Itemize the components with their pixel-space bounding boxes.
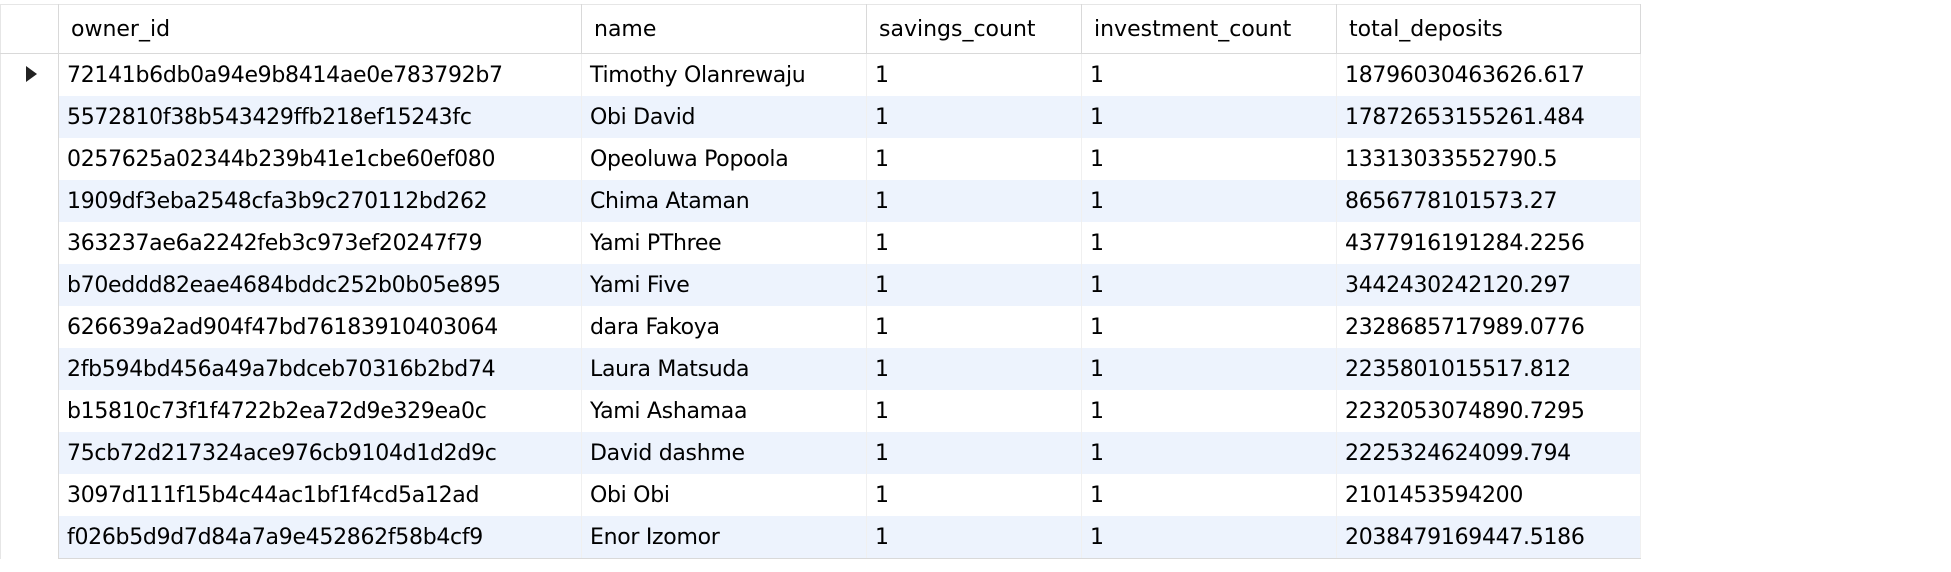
name-cell[interactable]: Timothy Olanrewaju — [581, 53, 867, 96]
investment-count-cell[interactable]: 1 — [1081, 53, 1337, 96]
name-cell[interactable]: Obi David — [581, 96, 867, 138]
table-row[interactable]: 1909df3eba2548cfa3b9c270112bd262 Chima At… — [0, 180, 1641, 222]
name-cell[interactable]: dara Fakoya — [581, 306, 867, 348]
investment-count-cell[interactable]: 1 — [1081, 474, 1337, 516]
owner-id-cell[interactable]: 363237ae6a2242feb3c973ef20247f79 — [58, 222, 582, 264]
name-cell[interactable]: Yami PThree — [581, 222, 867, 264]
row-header[interactable] — [0, 390, 59, 432]
table-row[interactable]: 2fb594bd456a49a7bdceb70316b2bd74 Laura Ma… — [0, 348, 1641, 390]
total-deposits-cell[interactable]: 18796030463626.617 — [1336, 53, 1641, 96]
table-row[interactable]: b15810c73f1f4722b2ea72d9e329ea0c Yami Ash… — [0, 390, 1641, 432]
savings-count-cell[interactable]: 1 — [866, 306, 1082, 348]
owner-id-cell[interactable]: 5572810f38b543429ffb218ef15243fc — [58, 96, 582, 138]
table-row[interactable]: b70eddd82eae4684bddc252b0b05e895 Yami Fiv… — [0, 264, 1641, 306]
row-header[interactable] — [0, 222, 59, 264]
savings-count-cell[interactable]: 1 — [866, 180, 1082, 222]
row-header[interactable] — [0, 306, 59, 348]
column-header-savings-count[interactable]: savings_count — [866, 4, 1082, 54]
total-deposits-cell[interactable]: 2235801015517.812 — [1336, 348, 1641, 390]
name-cell[interactable]: Opeoluwa Popoola — [581, 138, 867, 180]
owner-id-cell[interactable]: f026b5d9d7d84a7a9e452862f58b4cf9 — [58, 516, 582, 559]
column-header-name[interactable]: name — [581, 4, 867, 54]
savings-count-cell[interactable]: 1 — [866, 432, 1082, 474]
row-header[interactable] — [0, 516, 59, 559]
total-deposits-cell[interactable]: 2038479169447.5186 — [1336, 516, 1641, 559]
total-deposits-cell[interactable]: 8656778101573.27 — [1336, 180, 1641, 222]
row-header[interactable] — [0, 474, 59, 516]
row-header[interactable] — [0, 138, 59, 180]
column-header-owner-id[interactable]: owner_id — [58, 4, 582, 54]
savings-count-cell[interactable]: 1 — [866, 390, 1082, 432]
row-pointer-icon — [26, 65, 37, 82]
row-header[interactable] — [0, 53, 59, 96]
table-row[interactable]: 75cb72d217324ace976cb9104d1d2d9c David da… — [0, 432, 1641, 474]
name-cell[interactable]: Yami Five — [581, 264, 867, 306]
investment-count-cell[interactable]: 1 — [1081, 138, 1337, 180]
owner-id-cell[interactable]: 626639a2ad904f47bd76183910403064 — [58, 306, 582, 348]
total-deposits-cell[interactable]: 2101453594200 — [1336, 474, 1641, 516]
table-row[interactable]: 72141b6db0a94e9b8414ae0e783792b7 Timothy … — [0, 53, 1641, 96]
total-deposits-cell[interactable]: 17872653155261.484 — [1336, 96, 1641, 138]
table-row[interactable]: f026b5d9d7d84a7a9e452862f58b4cf9 Enor Izo… — [0, 516, 1641, 559]
investment-count-cell[interactable]: 1 — [1081, 432, 1337, 474]
investment-count-cell[interactable]: 1 — [1081, 516, 1337, 559]
table-row[interactable]: 0257625a02344b239b41e1cbe60ef080 Opeoluwa… — [0, 138, 1641, 180]
row-header[interactable] — [0, 180, 59, 222]
savings-count-cell[interactable]: 1 — [866, 474, 1082, 516]
total-deposits-cell[interactable]: 2328685717989.0776 — [1336, 306, 1641, 348]
table-row[interactable]: 363237ae6a2242feb3c973ef20247f79 Yami PTh… — [0, 222, 1641, 264]
table-row[interactable]: 5572810f38b543429ffb218ef15243fc Obi Davi… — [0, 96, 1641, 138]
investment-count-cell[interactable]: 1 — [1081, 180, 1337, 222]
savings-count-cell[interactable]: 1 — [866, 222, 1082, 264]
owner-id-cell[interactable]: b70eddd82eae4684bddc252b0b05e895 — [58, 264, 582, 306]
owner-id-cell[interactable]: 72141b6db0a94e9b8414ae0e783792b7 — [58, 53, 582, 96]
header-row: owner_id name savings_count investment_c… — [0, 4, 1641, 54]
owner-id-cell[interactable]: 2fb594bd456a49a7bdceb70316b2bd74 — [58, 348, 582, 390]
savings-count-cell[interactable]: 1 — [866, 53, 1082, 96]
column-header-investment-count[interactable]: investment_count — [1081, 4, 1337, 54]
savings-count-cell[interactable]: 1 — [866, 348, 1082, 390]
name-cell[interactable]: David dashme — [581, 432, 867, 474]
name-cell[interactable]: Yami Ashamaa — [581, 390, 867, 432]
savings-count-cell[interactable]: 1 — [866, 264, 1082, 306]
savings-count-cell[interactable]: 1 — [866, 516, 1082, 559]
name-cell[interactable]: Laura Matsuda — [581, 348, 867, 390]
column-header-total-deposits[interactable]: total_deposits — [1336, 4, 1641, 54]
investment-count-cell[interactable]: 1 — [1081, 348, 1337, 390]
row-header[interactable] — [0, 432, 59, 474]
grid-body: 72141b6db0a94e9b8414ae0e783792b7 Timothy … — [0, 53, 1641, 559]
name-cell[interactable]: Obi Obi — [581, 474, 867, 516]
total-deposits-cell[interactable]: 2225324624099.794 — [1336, 432, 1641, 474]
investment-count-cell[interactable]: 1 — [1081, 96, 1337, 138]
investment-count-cell[interactable]: 1 — [1081, 306, 1337, 348]
owner-id-cell[interactable]: b15810c73f1f4722b2ea72d9e329ea0c — [58, 390, 582, 432]
name-cell[interactable]: Chima Ataman — [581, 180, 867, 222]
total-deposits-cell[interactable]: 3442430242120.297 — [1336, 264, 1641, 306]
investment-count-cell[interactable]: 1 — [1081, 390, 1337, 432]
row-gutter-header[interactable] — [0, 4, 59, 54]
savings-count-cell[interactable]: 1 — [866, 138, 1082, 180]
savings-count-cell[interactable]: 1 — [866, 96, 1082, 138]
row-header[interactable] — [0, 264, 59, 306]
investment-count-cell[interactable]: 1 — [1081, 222, 1337, 264]
table-row[interactable]: 626639a2ad904f47bd76183910403064 dara Fak… — [0, 306, 1641, 348]
name-cell[interactable]: Enor Izomor — [581, 516, 867, 559]
owner-id-cell[interactable]: 1909df3eba2548cfa3b9c270112bd262 — [58, 180, 582, 222]
result-grid[interactable]: owner_id name savings_count investment_c… — [0, 4, 1641, 559]
row-header[interactable] — [0, 96, 59, 138]
owner-id-cell[interactable]: 0257625a02344b239b41e1cbe60ef080 — [58, 138, 582, 180]
owner-id-cell[interactable]: 3097d111f15b4c44ac1bf1f4cd5a12ad — [58, 474, 582, 516]
investment-count-cell[interactable]: 1 — [1081, 264, 1337, 306]
total-deposits-cell[interactable]: 4377916191284.2256 — [1336, 222, 1641, 264]
owner-id-cell[interactable]: 75cb72d217324ace976cb9104d1d2d9c — [58, 432, 582, 474]
total-deposits-cell[interactable]: 13313033552790.5 — [1336, 138, 1641, 180]
row-header[interactable] — [0, 348, 59, 390]
table-row[interactable]: 3097d111f15b4c44ac1bf1f4cd5a12ad Obi Obi 1… — [0, 474, 1641, 516]
total-deposits-cell[interactable]: 2232053074890.7295 — [1336, 390, 1641, 432]
